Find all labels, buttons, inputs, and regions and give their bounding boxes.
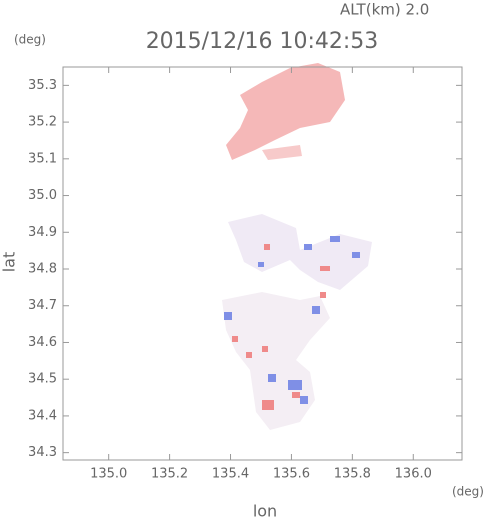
plot-frame bbox=[62, 66, 463, 461]
x-tick-label: 135.4 bbox=[212, 467, 249, 482]
echo-red bbox=[232, 244, 330, 410]
echo-north-tail bbox=[262, 145, 302, 160]
y-tick-label: 35.2 bbox=[28, 115, 57, 130]
y-tick-label: 34.5 bbox=[28, 372, 57, 387]
x-axis-label: lon bbox=[253, 502, 277, 521]
x-tick-label: 135.8 bbox=[334, 467, 371, 482]
chart-title: 2015/12/16 10:42:53 bbox=[146, 29, 379, 54]
x-tick-label: 135.6 bbox=[273, 467, 310, 482]
echo-middle bbox=[228, 214, 372, 290]
y-tick-label: 34.7 bbox=[28, 298, 57, 313]
x-tick-label: 136.0 bbox=[395, 467, 432, 482]
y-tick-label: 34.8 bbox=[28, 262, 57, 277]
y-tick-label: 34.4 bbox=[28, 408, 57, 423]
y-tick-label: 35.0 bbox=[28, 188, 57, 203]
y-tick-label: 34.6 bbox=[28, 335, 57, 350]
echo-south bbox=[222, 292, 330, 430]
x-tick-label: 135.2 bbox=[151, 467, 188, 482]
echo-north bbox=[226, 63, 345, 160]
y-tick-label: 35.3 bbox=[28, 78, 57, 93]
y-unit: (deg) bbox=[14, 33, 46, 47]
x-unit: (deg) bbox=[452, 485, 484, 499]
y-tick-label: 34.9 bbox=[28, 225, 57, 240]
echo-field bbox=[222, 63, 372, 430]
subtitle: ALT(km) 2.0 bbox=[340, 1, 429, 19]
echo-blue bbox=[224, 236, 360, 404]
x-tick-label: 135.0 bbox=[90, 467, 127, 482]
y-tick-label: 34.3 bbox=[28, 445, 57, 460]
y-axis-label: lat bbox=[0, 252, 19, 273]
y-tick-label: 35.1 bbox=[28, 151, 57, 166]
